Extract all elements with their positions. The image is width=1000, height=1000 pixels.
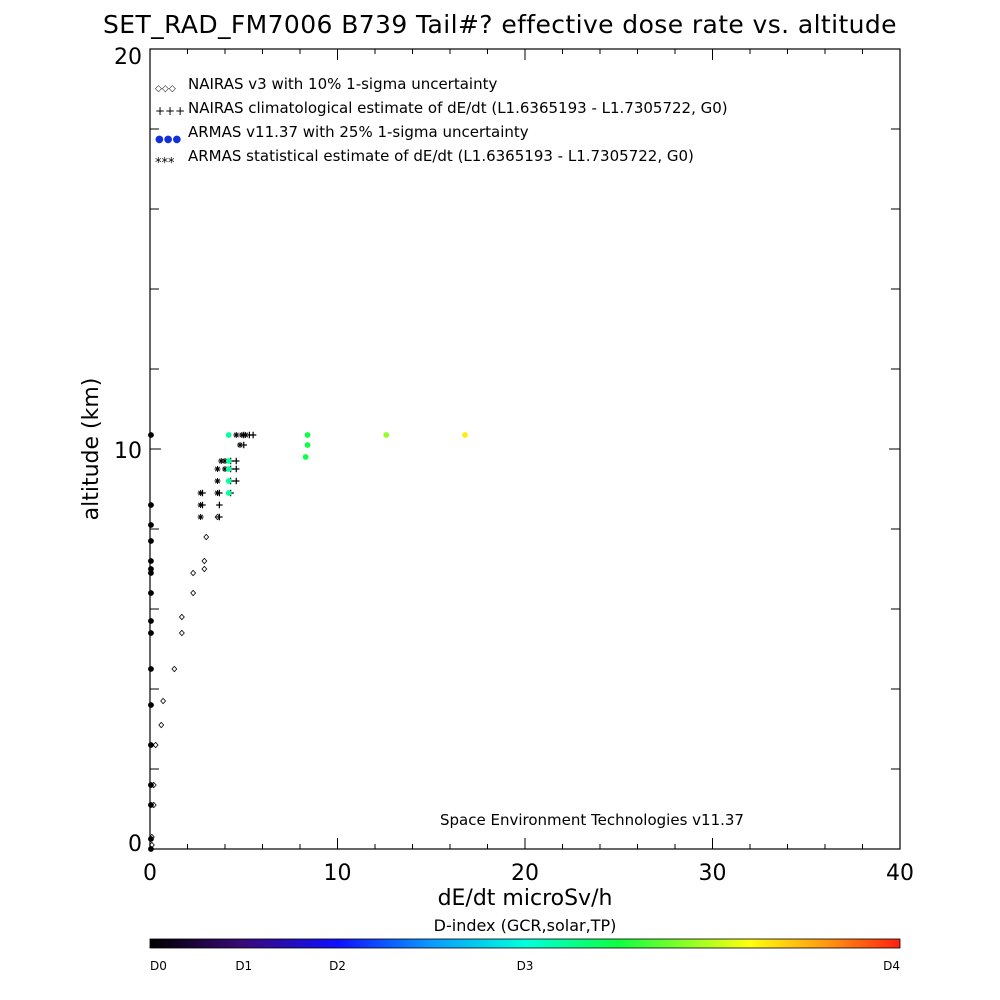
nairas-climatological-point: [249, 431, 257, 439]
x-tick-labels: 0 10 20 30 40: [143, 861, 914, 886]
armas-measured-point: [148, 590, 154, 596]
armas-measured-point: [148, 432, 154, 438]
colorbar-label: D1: [235, 959, 252, 973]
colorbar-labels: D0 D1 D2 D3 D4: [150, 959, 900, 973]
armas-measured-point: [225, 432, 232, 438]
x-tick-label: 30: [699, 861, 727, 886]
armas-measured-point: [148, 836, 154, 842]
armas-statistical-point: [197, 514, 204, 520]
armas-measured-point: [225, 466, 232, 472]
nairas-v3-point: [152, 741, 159, 749]
nairas-climatological-point: [216, 501, 223, 509]
x-tick-label: 10: [324, 861, 352, 886]
armas-measured-point: [148, 618, 154, 624]
nairas-v3-point: [190, 569, 197, 577]
armas-measured-point: [302, 454, 309, 460]
armas-measured-point: [148, 522, 154, 528]
legend-symbol-armas-statistical: ***: [155, 156, 175, 171]
x-tick-label: 40: [886, 861, 914, 886]
legend-label-nairas-climatological: NAIRAS climatological estimate of dE/dt …: [188, 99, 728, 117]
legend-symbol-nairas-v3: ◇◇◇: [155, 84, 176, 94]
x-axis-label: dE/dt microSv/h: [438, 886, 613, 911]
x-tick-label: 20: [511, 861, 539, 886]
nairas-v3-point: [160, 697, 167, 705]
nairas-climatological-point: [216, 513, 223, 521]
armas-statistical-point: [233, 432, 240, 438]
nairas-v3-point: [178, 629, 185, 637]
armas-statistical-point: [214, 478, 221, 484]
armas-measured-point: [148, 666, 154, 672]
armas-measured-point: [462, 432, 468, 438]
armas-measured-point: [148, 742, 154, 748]
armas-statistical-point: [238, 432, 245, 438]
legend-symbol-armas-measured: ●●●: [155, 134, 181, 145]
armas-measured-point: [225, 490, 232, 496]
nairas-v3-point: [203, 533, 210, 541]
armas-measured-point: [225, 478, 232, 484]
nairas-v3-point: [171, 665, 178, 673]
armas-measured-point: [225, 458, 232, 464]
armas-statistical-point: [237, 442, 243, 448]
nairas-climatological-point: [233, 457, 240, 465]
nairas-v3-point: [190, 589, 197, 597]
armas-measured-point: [148, 502, 154, 508]
nairas-v3-point: [158, 721, 165, 729]
colorbar-label: D2: [329, 959, 346, 973]
armas-measured-point: [148, 782, 154, 788]
data-marks: [148, 431, 468, 852]
armas-measured-point: [148, 566, 154, 572]
y-tick-labels: 0 10 20: [114, 45, 142, 857]
armas-statistical-point: [222, 458, 228, 464]
colorbar-label: D4: [883, 959, 900, 973]
armas-statistical-point: [197, 502, 204, 508]
armas-measured-point: [148, 630, 154, 636]
chart-title: SET_RAD_FM7006 B739 Tail#? effective dos…: [103, 10, 897, 39]
y-tick-label: 10: [114, 439, 142, 464]
armas-measured-point: [148, 702, 154, 708]
legend: ◇◇◇ NAIRAS v3 with 10% 1-sigma uncertain…: [155, 75, 728, 171]
nairas-v3-point: [201, 557, 208, 565]
nairas-climatological-point: [233, 477, 240, 485]
armas-statistical-point: [242, 432, 249, 438]
legend-symbol-nairas-climatological: +++: [155, 104, 185, 118]
armas-statistical-point: [222, 466, 228, 472]
plot-frame: [149, 48, 901, 850]
legend-label-armas-statistical: ARMAS statistical estimate of dE/dt (L1.…: [188, 147, 694, 165]
y-tick-label: 0: [128, 832, 142, 857]
armas-statistical-point: [218, 458, 225, 464]
nairas-v3-point: [201, 565, 208, 573]
legend-label-armas-measured: ARMAS v11.37 with 25% 1-sigma uncertaint…: [188, 123, 529, 141]
armas-measured-point: [304, 432, 311, 438]
armas-measured-point: [148, 846, 154, 852]
armas-measured-point: [148, 538, 154, 544]
armas-statistical-point: [214, 466, 221, 472]
colorbar-label: D0: [150, 959, 167, 973]
axis-ticks: [149, 48, 901, 850]
nairas-v3-point: [178, 613, 185, 621]
armas-measured-point: [148, 558, 154, 564]
y-tick-label: 20: [114, 45, 142, 70]
armas-measured-point: [148, 802, 154, 808]
colorbar-label: D3: [517, 959, 534, 973]
armas-measured-point: [383, 432, 390, 438]
legend-label-nairas-v3: NAIRAS v3 with 10% 1-sigma uncertainty: [188, 75, 497, 93]
armas-measured-point: [304, 442, 311, 448]
nairas-climatological-point: [233, 465, 240, 473]
credit-label: Space Environment Technologies v11.37: [440, 811, 744, 829]
armas-measured-point: [148, 570, 154, 576]
armas-statistical-point: [214, 490, 221, 496]
armas-statistical-point: [197, 490, 204, 496]
y-axis-label: altitude (km): [79, 378, 104, 521]
colorbar: [149, 938, 901, 949]
x-tick-label: 0: [143, 861, 157, 886]
colorbar-title: D-index (GCR,solar,TP): [434, 916, 617, 935]
